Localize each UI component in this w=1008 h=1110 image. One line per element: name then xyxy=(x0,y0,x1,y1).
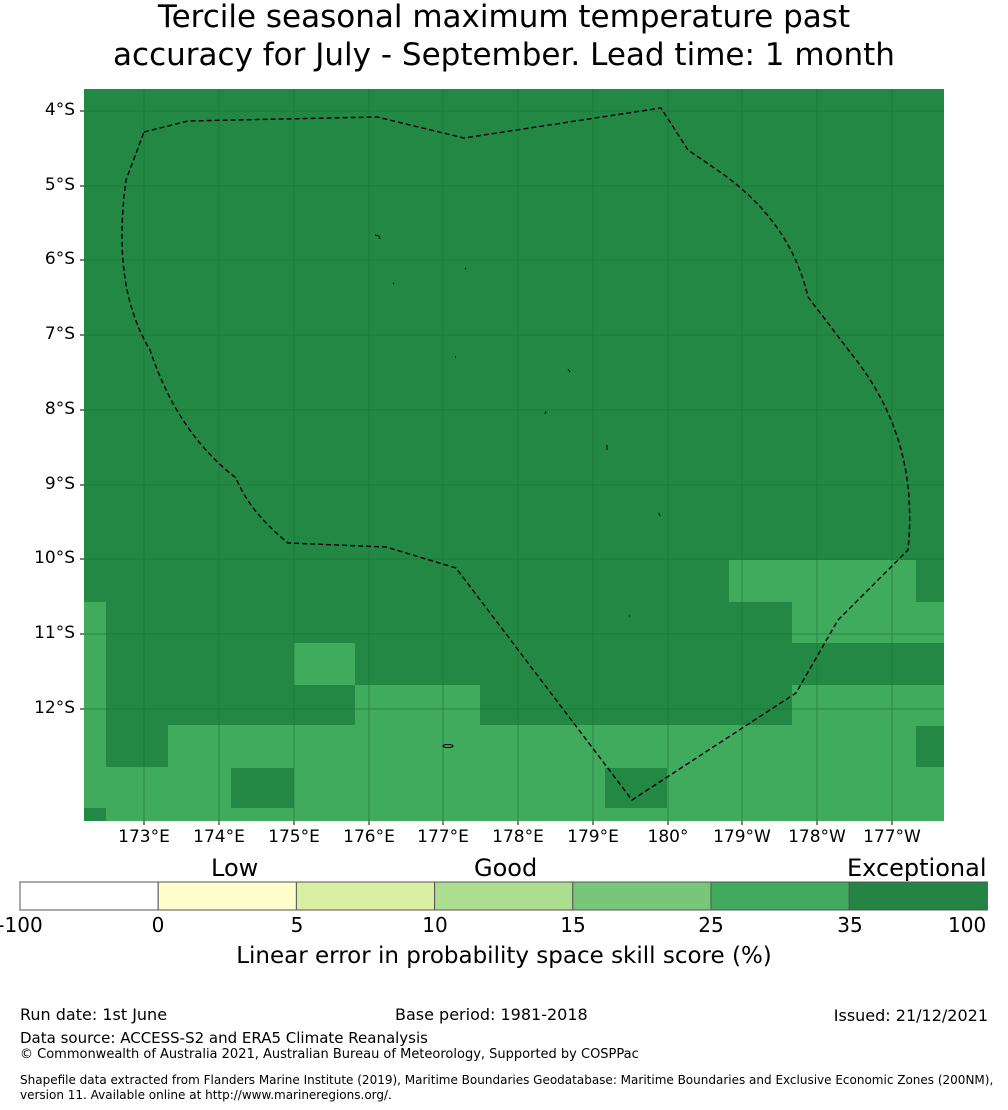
lat-label-12s: 12°S xyxy=(34,698,75,718)
colorbar-tick-100: 100 xyxy=(948,913,987,937)
lon-label-175e: 175°E xyxy=(268,827,320,847)
lon-label-180: 180° xyxy=(647,827,689,847)
eez-boundary xyxy=(121,107,911,801)
colorbar-swatch-3 xyxy=(434,881,574,911)
colorbar-swatch-6 xyxy=(848,881,988,911)
lat-label-9s: 9°S xyxy=(44,474,75,494)
colorbar-tick-35: 35 xyxy=(837,913,863,937)
colorbar-swatch-2 xyxy=(295,881,436,911)
lat-label-11s: 11°S xyxy=(34,623,75,643)
colorbar-swatch-5 xyxy=(710,881,850,911)
axis-frame xyxy=(80,110,893,825)
issued-date: Issued: 21/12/2021 xyxy=(833,1006,988,1025)
shapefile-credit-line-1: Shapefile data extracted from Flanders M… xyxy=(20,1073,994,1087)
colorbar-swatch-0 xyxy=(19,881,159,911)
lon-label-178e: 178°E xyxy=(492,827,544,847)
colorbar-category-good: Good xyxy=(474,854,538,882)
colorbar-tick-5: 5 xyxy=(290,913,304,937)
skill-cells-very-good xyxy=(84,560,944,821)
lat-label-4s: 4°S xyxy=(44,100,75,120)
map-title-line-1: Tercile seasonal maximum temperature pas… xyxy=(157,0,851,35)
map-title-line-2: accuracy for July - September. Lead time… xyxy=(113,37,895,73)
colorbar-tick-10: 10 xyxy=(422,913,448,937)
colorbar-tick-15: 15 xyxy=(560,913,586,937)
lon-label-176e: 176°E xyxy=(343,827,395,847)
lat-label-10s: 10°S xyxy=(34,548,75,568)
lat-label-8s: 8°S xyxy=(44,399,75,419)
graticule xyxy=(84,89,944,821)
run-date: Run date: 1st June xyxy=(20,1005,168,1024)
base-period: Base period: 1981-2018 xyxy=(395,1005,588,1024)
colorbar-category-low: Low xyxy=(211,854,259,882)
colorbar-tick-0: 0 xyxy=(151,913,165,937)
skill-cells-exceptional xyxy=(916,726,944,767)
lon-label-173e: 173°E xyxy=(118,827,170,847)
lat-label-6s: 6°S xyxy=(44,249,75,269)
lon-label-179e: 179°E xyxy=(567,827,619,847)
colorbar-tick-minus-100: -100 xyxy=(0,913,43,937)
lon-label-177w: 177°W xyxy=(863,827,921,847)
colorbar-axis-label: Linear error in probability space skill … xyxy=(236,943,772,969)
colorbar xyxy=(19,881,988,911)
data-source: Data source: ACCESS-S2 and ERA5 Climate … xyxy=(20,1029,428,1047)
colorbar-category-exceptional: Exceptional xyxy=(847,854,987,882)
lon-label-179w: 179°W xyxy=(713,827,771,847)
island-markers xyxy=(374,234,661,748)
shapefile-credit-line-2: version 11. Available online at http://w… xyxy=(20,1088,392,1102)
lon-label-178w: 178°W xyxy=(788,827,846,847)
colorbar-tick-25: 25 xyxy=(698,913,724,937)
lat-label-7s: 7°S xyxy=(44,324,75,344)
lon-label-177e: 177°E xyxy=(417,827,469,847)
copyright-notice: © Commonwealth of Australia 2021, Austra… xyxy=(20,1047,639,1062)
lon-label-174e: 174°E xyxy=(193,827,245,847)
lat-label-5s: 5°S xyxy=(44,175,75,195)
colorbar-swatch-4 xyxy=(572,881,712,911)
colorbar-swatch-1 xyxy=(157,881,297,911)
